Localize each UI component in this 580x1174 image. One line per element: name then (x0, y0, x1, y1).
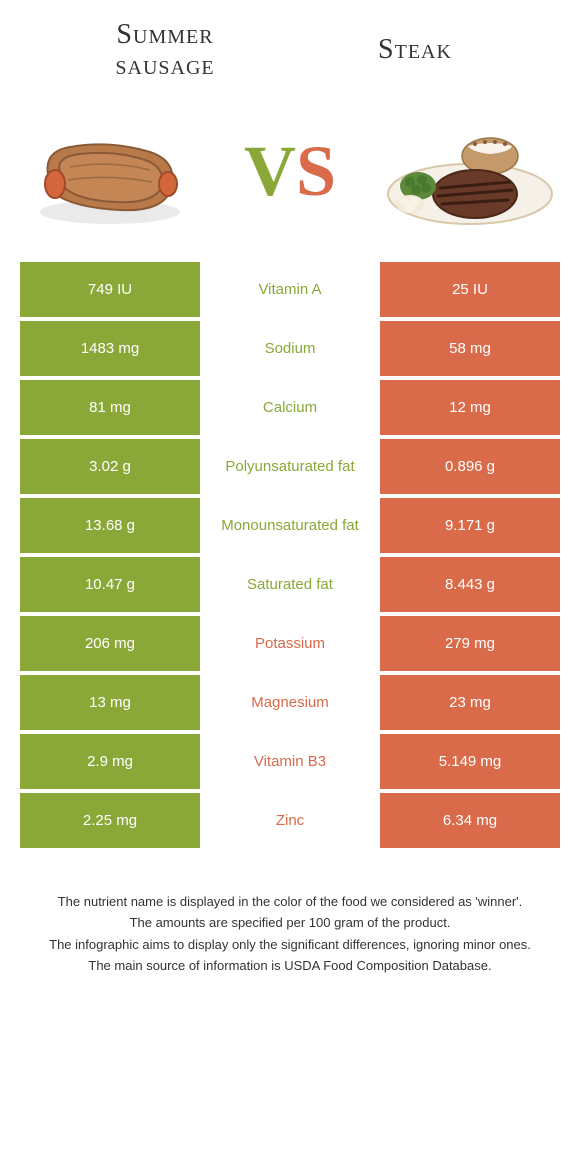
vs-v-letter: V (244, 131, 296, 211)
right-value-cell: 5.149 mg (380, 734, 560, 789)
right-value-cell: 23 mg (380, 675, 560, 730)
nutrient-label-cell: Magnesium (200, 675, 380, 730)
table-row: 13.68 gMonounsaturated fat9.171 g (20, 498, 560, 553)
footer-line: The nutrient name is displayed in the co… (30, 892, 550, 912)
steak-image (380, 112, 560, 232)
right-value-cell: 12 mg (380, 380, 560, 435)
sausage-image (20, 112, 200, 232)
left-value-cell: 206 mg (20, 616, 200, 671)
vs-s-letter: S (296, 131, 336, 211)
right-value-cell: 6.34 mg (380, 793, 560, 848)
left-value-cell: 1483 mg (20, 321, 200, 376)
nutrient-label-cell: Sodium (200, 321, 380, 376)
footer-notes: The nutrient name is displayed in the co… (0, 852, 580, 976)
footer-line: The amounts are specified per 100 gram o… (30, 913, 550, 933)
vs-label: VS (244, 130, 336, 213)
table-row: 10.47 gSaturated fat8.443 g (20, 557, 560, 612)
right-value-cell: 279 mg (380, 616, 560, 671)
hero-row: VS (0, 92, 580, 262)
footer-line: The infographic aims to display only the… (30, 935, 550, 955)
right-value-cell: 25 IU (380, 262, 560, 317)
left-value-cell: 10.47 g (20, 557, 200, 612)
nutrient-label-cell: Vitamin A (200, 262, 380, 317)
nutrient-label-cell: Monounsaturated fat (200, 498, 380, 553)
right-value-cell: 8.443 g (380, 557, 560, 612)
food-title-left: Summersausage (40, 20, 290, 82)
right-value-cell: 58 mg (380, 321, 560, 376)
nutrient-label-cell: Calcium (200, 380, 380, 435)
nutrition-table: 749 IUVitamin A25 IU1483 mgSodium58 mg81… (20, 262, 560, 848)
table-row: 1483 mgSodium58 mg (20, 321, 560, 376)
left-value-cell: 13.68 g (20, 498, 200, 553)
table-row: 206 mgPotassium279 mg (20, 616, 560, 671)
table-row: 13 mgMagnesium23 mg (20, 675, 560, 730)
right-value-cell: 0.896 g (380, 439, 560, 494)
left-value-cell: 13 mg (20, 675, 200, 730)
left-value-cell: 3.02 g (20, 439, 200, 494)
header: Summersausage Steak (0, 0, 580, 92)
table-row: 3.02 gPolyunsaturated fat0.896 g (20, 439, 560, 494)
nutrient-label-cell: Polyunsaturated fat (200, 439, 380, 494)
food-title-right: Steak (290, 35, 540, 66)
table-row: 81 mgCalcium12 mg (20, 380, 560, 435)
table-row: 749 IUVitamin A25 IU (20, 262, 560, 317)
nutrient-label-cell: Potassium (200, 616, 380, 671)
nutrient-label-cell: Saturated fat (200, 557, 380, 612)
nutrient-label-cell: Zinc (200, 793, 380, 848)
right-value-cell: 9.171 g (380, 498, 560, 553)
left-value-cell: 2.9 mg (20, 734, 200, 789)
left-value-cell: 2.25 mg (20, 793, 200, 848)
table-row: 2.9 mgVitamin B35.149 mg (20, 734, 560, 789)
footer-line: The main source of information is USDA F… (30, 956, 550, 976)
left-value-cell: 749 IU (20, 262, 200, 317)
left-value-cell: 81 mg (20, 380, 200, 435)
nutrient-label-cell: Vitamin B3 (200, 734, 380, 789)
table-row: 2.25 mgZinc6.34 mg (20, 793, 560, 848)
